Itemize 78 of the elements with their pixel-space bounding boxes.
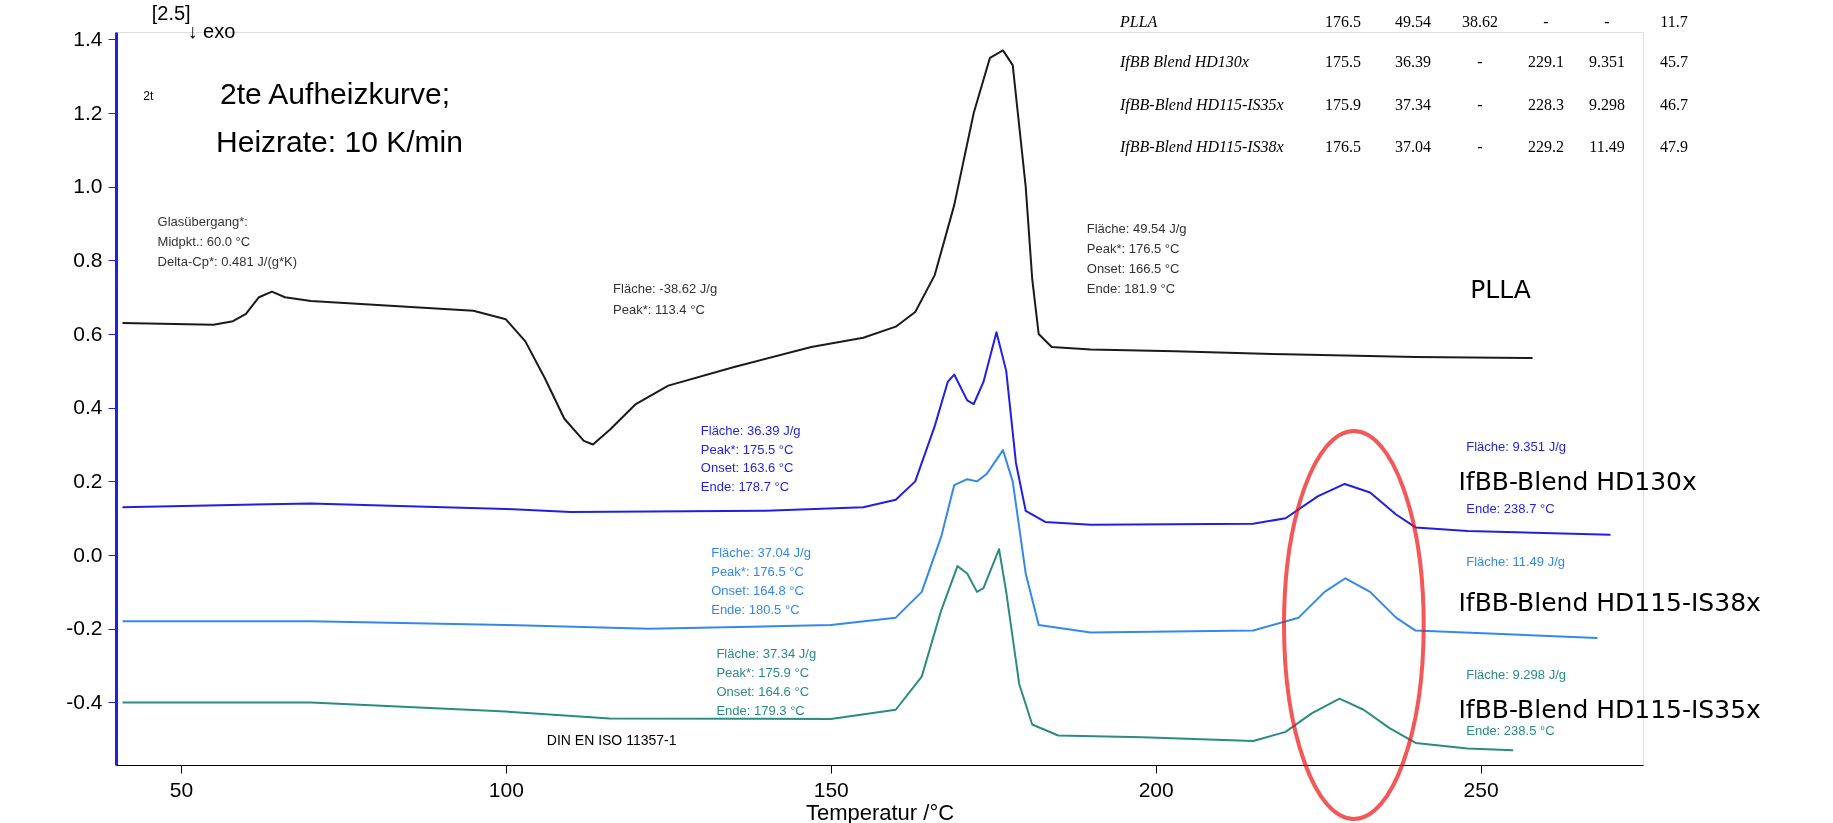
annotation: Delta-Cp*: 0.481 J/(g*K) (157, 253, 298, 269)
y-tick-label: 0.2 (73, 468, 103, 492)
text: 45.7 (1660, 53, 1688, 70)
annotation: Ende: 179.3 °C (716, 702, 805, 718)
annotation: - (1477, 96, 1483, 113)
annotation: Fläche: -38.62 J/g (613, 280, 718, 296)
annotation: 36.39 (1395, 53, 1431, 70)
annotation: 175.5 (1325, 53, 1361, 70)
annotation: Ende: 180.5 °C (711, 601, 800, 617)
annotation: Midpkt.: 60.0 °C (157, 233, 251, 249)
text: PLLA (1119, 13, 1158, 30)
annotation: Fläche: 49.54 J/g (1086, 221, 1187, 237)
annotation: Heizrate: 10 K/min (216, 124, 463, 158)
x-tick-label: 100 (488, 777, 524, 801)
annotation: 176.5 (1325, 138, 1361, 155)
annotation: Fläche: 37.34 J/g (716, 646, 817, 662)
text: 49.54 (1395, 13, 1431, 30)
annotation: Peak*: 113.4 °C (613, 301, 705, 317)
annotation: Ende: 238.5 °C (1466, 723, 1555, 739)
y-tick-label: -0.2 (66, 616, 103, 640)
annotation: - (1477, 138, 1483, 155)
y-tick-label: 0.6 (73, 321, 103, 345)
annotation: DIN EN ISO 11357-1 (546, 731, 677, 748)
annotation: Fläche: 9.298 J/g (1466, 667, 1566, 683)
annotation: Onset: 164.6 °C (716, 684, 810, 700)
annotation: - (1477, 53, 1483, 70)
x-tick-label: 200 (1138, 777, 1174, 801)
annotation: IfBB Blend HD130x (1119, 53, 1249, 71)
annotation: Glasübergang*: (157, 214, 248, 230)
annotation: Ende: 181.9 °C (1086, 281, 1176, 297)
annotation: 11.49 (1589, 138, 1625, 155)
text: 47.9 (1660, 138, 1688, 155)
series-label: IfBB-Blend HD115-IS35x (1458, 694, 1761, 724)
annotation: Ende: 238.7 °C (1466, 501, 1555, 516)
annotation: Fläche: 36.39 J/g (700, 422, 801, 438)
annotation: 229.2 (1528, 138, 1564, 155)
annotation: 9.298 (1589, 96, 1625, 113)
annotation: Fläche: 11.49 J/g (1466, 554, 1566, 570)
annotation: Onset: 164.8 °C (711, 582, 804, 598)
text: PLLA (1470, 274, 1531, 304)
y-tick-label: 0.0 (73, 542, 103, 566)
annotation: Peak*: 176.5 °C (1086, 241, 1180, 257)
x-tick-label: 150 (813, 777, 849, 801)
y-tick-label: 1.2 (73, 100, 103, 124)
annotation: 175.9 (1325, 96, 1361, 113)
annotation: IfBB-Blend HD115-IS35x (1119, 96, 1284, 114)
annotation: IfBB-Blend HD115-IS38x (1119, 138, 1284, 156)
annotation: Peak*: 176.5 °C (711, 563, 804, 579)
annotation: Peak*: 175.5 °C (700, 441, 794, 457)
y-tick-label: -0.4 (66, 689, 103, 713)
annotation: Onset: 166.5 °C (1086, 261, 1180, 277)
text: - (1543, 13, 1549, 30)
y-tick-label: 1.4 (73, 26, 103, 50)
series-label: IfBB-Blend HD130x (1458, 467, 1697, 497)
x-tick-label: 50 (169, 777, 194, 801)
annotation: Fläche: 9.351 J/g (1466, 439, 1566, 455)
text: 38.62 (1462, 13, 1498, 30)
annotation: Fläche: 37.04 J/g (711, 545, 811, 561)
text: 176.5 (1325, 13, 1361, 30)
text: 46.7 (1660, 96, 1688, 113)
annotation: Onset: 163.6 °C (700, 460, 794, 476)
annotation: 229.1 (1528, 53, 1564, 70)
annotation: 9.351 (1589, 53, 1625, 70)
text: [2.5] (151, 1, 191, 24)
annotation: Peak*: 175.9 °C (716, 665, 810, 681)
annotation: Ende: 178.7 °C (700, 479, 790, 495)
text: 11.7 (1660, 13, 1688, 30)
annotation: 37.04 (1395, 138, 1431, 155)
y-tick-label: 1.0 (73, 174, 103, 198)
annotation: 2t (143, 89, 154, 104)
y-tick-label: 0.8 (73, 247, 103, 271)
text: - (1604, 13, 1610, 30)
annotation: 37.34 (1395, 96, 1431, 113)
series-label: IfBB-Blend HD115-IS38x (1458, 587, 1761, 617)
annotation: 2te Aufheizkurve; (219, 76, 451, 110)
annotation: 228.3 (1528, 96, 1564, 113)
x-tick-label: 250 (1463, 777, 1499, 801)
y-tick-label: 0.4 (73, 395, 103, 419)
